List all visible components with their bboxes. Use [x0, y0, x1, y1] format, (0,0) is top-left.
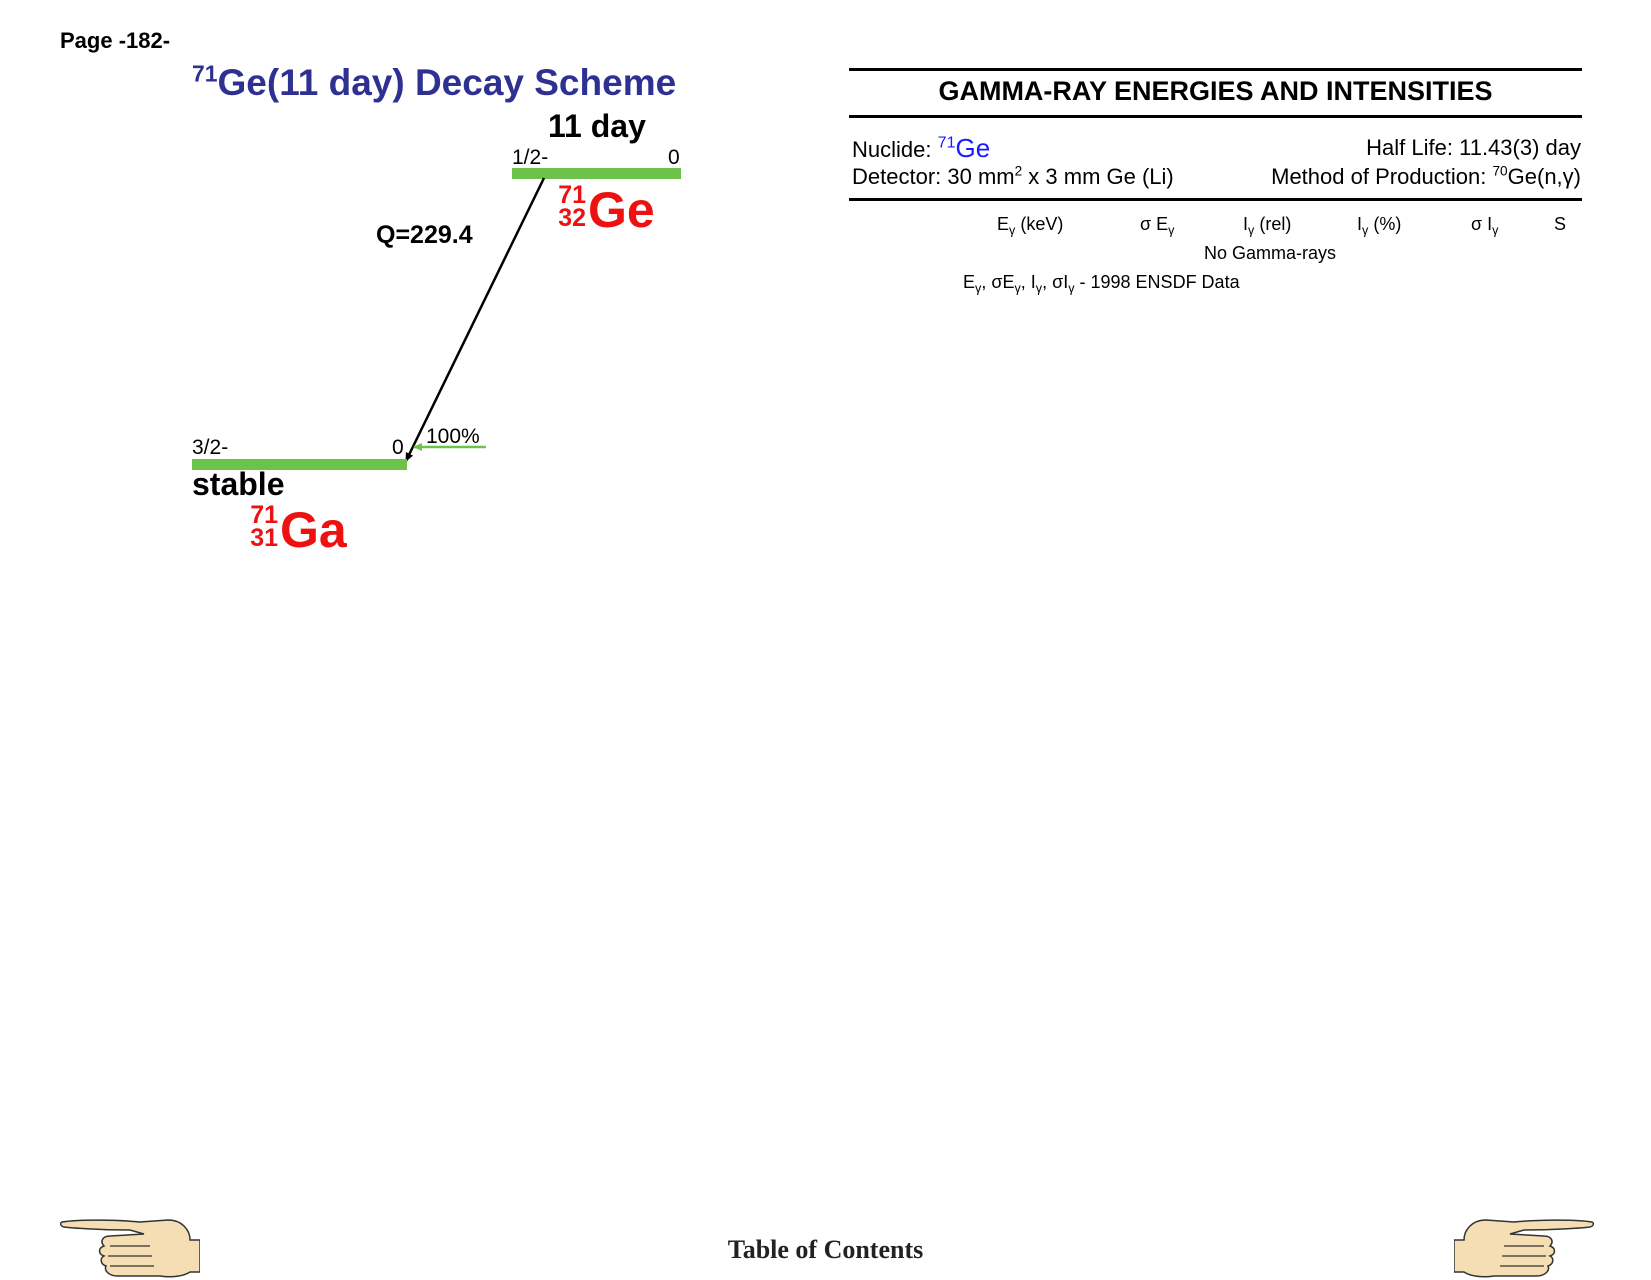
- decay-transition-arrow: [404, 177, 546, 462]
- table-top-rule: [849, 68, 1582, 71]
- nuclide-label: Nuclide:: [852, 137, 932, 162]
- gamma-table-title: GAMMA-RAY ENERGIES AND INTENSITIES: [938, 76, 1493, 106]
- detector-suffix: x 3 mm Ge (Li): [1022, 164, 1174, 189]
- detector-exponent: 2: [1014, 163, 1023, 179]
- daughter-mass-number: 71: [250, 501, 278, 529]
- page-number: Page -182-: [60, 28, 171, 53]
- parent-spin: 1/2-: [512, 146, 549, 169]
- previous-page-hand-icon[interactable]: [60, 1216, 200, 1280]
- daughter-energy-level: [192, 459, 407, 470]
- column-sigma-intensity: σ Iγ: [1471, 214, 1499, 238]
- title-text: Ge(11 day) Decay Scheme: [217, 62, 677, 103]
- column-energy: Eγ (keV): [997, 214, 1064, 238]
- nuclide-mass: 71: [937, 133, 956, 152]
- daughter-symbol: Ga: [280, 502, 347, 558]
- column-sigma-energy: σ Eγ: [1140, 214, 1175, 238]
- parent-half-life: 11 day: [548, 108, 646, 144]
- production-prefix: Method of Production:: [1271, 164, 1493, 189]
- table-header-rule: [849, 198, 1582, 201]
- parent-mass-number: 71: [558, 181, 586, 209]
- production-reaction: Ge(n,γ): [1507, 164, 1581, 189]
- parent-energy-level: [512, 168, 681, 179]
- nuclide-value: 71Ge: [938, 133, 991, 163]
- daughter-level-energy: 0: [392, 436, 404, 459]
- half-life-info: Half Life: 11.43(3) day: [1366, 135, 1581, 160]
- detector-prefix: Detector: 30 mm: [852, 164, 1015, 189]
- daughter-spin: 3/2-: [192, 436, 229, 459]
- nuclide-info: Nuclide: 71Ge: [852, 133, 990, 164]
- production-mass: 70: [1492, 163, 1508, 179]
- daughter-atomic-number: 31: [250, 524, 278, 552]
- no-gamma-rays-note: No Gamma-rays: [1204, 243, 1337, 263]
- daughter-nuclide: 71 31 Ga: [246, 501, 366, 564]
- column-intensity-percent: Iγ (%): [1357, 214, 1402, 238]
- column-intensity-rel: Iγ (rel): [1243, 214, 1292, 238]
- detector-info: Detector: 30 mm2 x 3 mm Ge (Li): [852, 164, 1174, 190]
- table-title-rule: [849, 115, 1582, 118]
- title-mass-number: 71: [192, 60, 218, 87]
- data-source-note: Eγ, σEγ, Iγ, σIγ - 1998 ENSDF Data: [963, 272, 1240, 296]
- nuclide-symbol: Ge: [955, 133, 991, 163]
- decay-scheme-title: 71Ge(11 day) Decay Scheme: [192, 62, 676, 104]
- parent-level-energy: 0: [668, 146, 680, 169]
- branch-percentage: 100%: [426, 425, 480, 448]
- table-of-contents-link[interactable]: Table of Contents: [727, 1235, 924, 1264]
- daughter-status: stable: [192, 466, 285, 502]
- parent-atomic-number: 32: [558, 204, 586, 232]
- parent-symbol: Ge: [588, 182, 655, 238]
- q-value: Q=229.4: [376, 221, 473, 249]
- parent-nuclide: 71 32 Ge: [554, 181, 674, 244]
- production-info: Method of Production: 70Ge(n,γ): [1271, 164, 1581, 190]
- column-s: S: [1554, 214, 1567, 234]
- next-page-hand-icon[interactable]: [1454, 1216, 1594, 1280]
